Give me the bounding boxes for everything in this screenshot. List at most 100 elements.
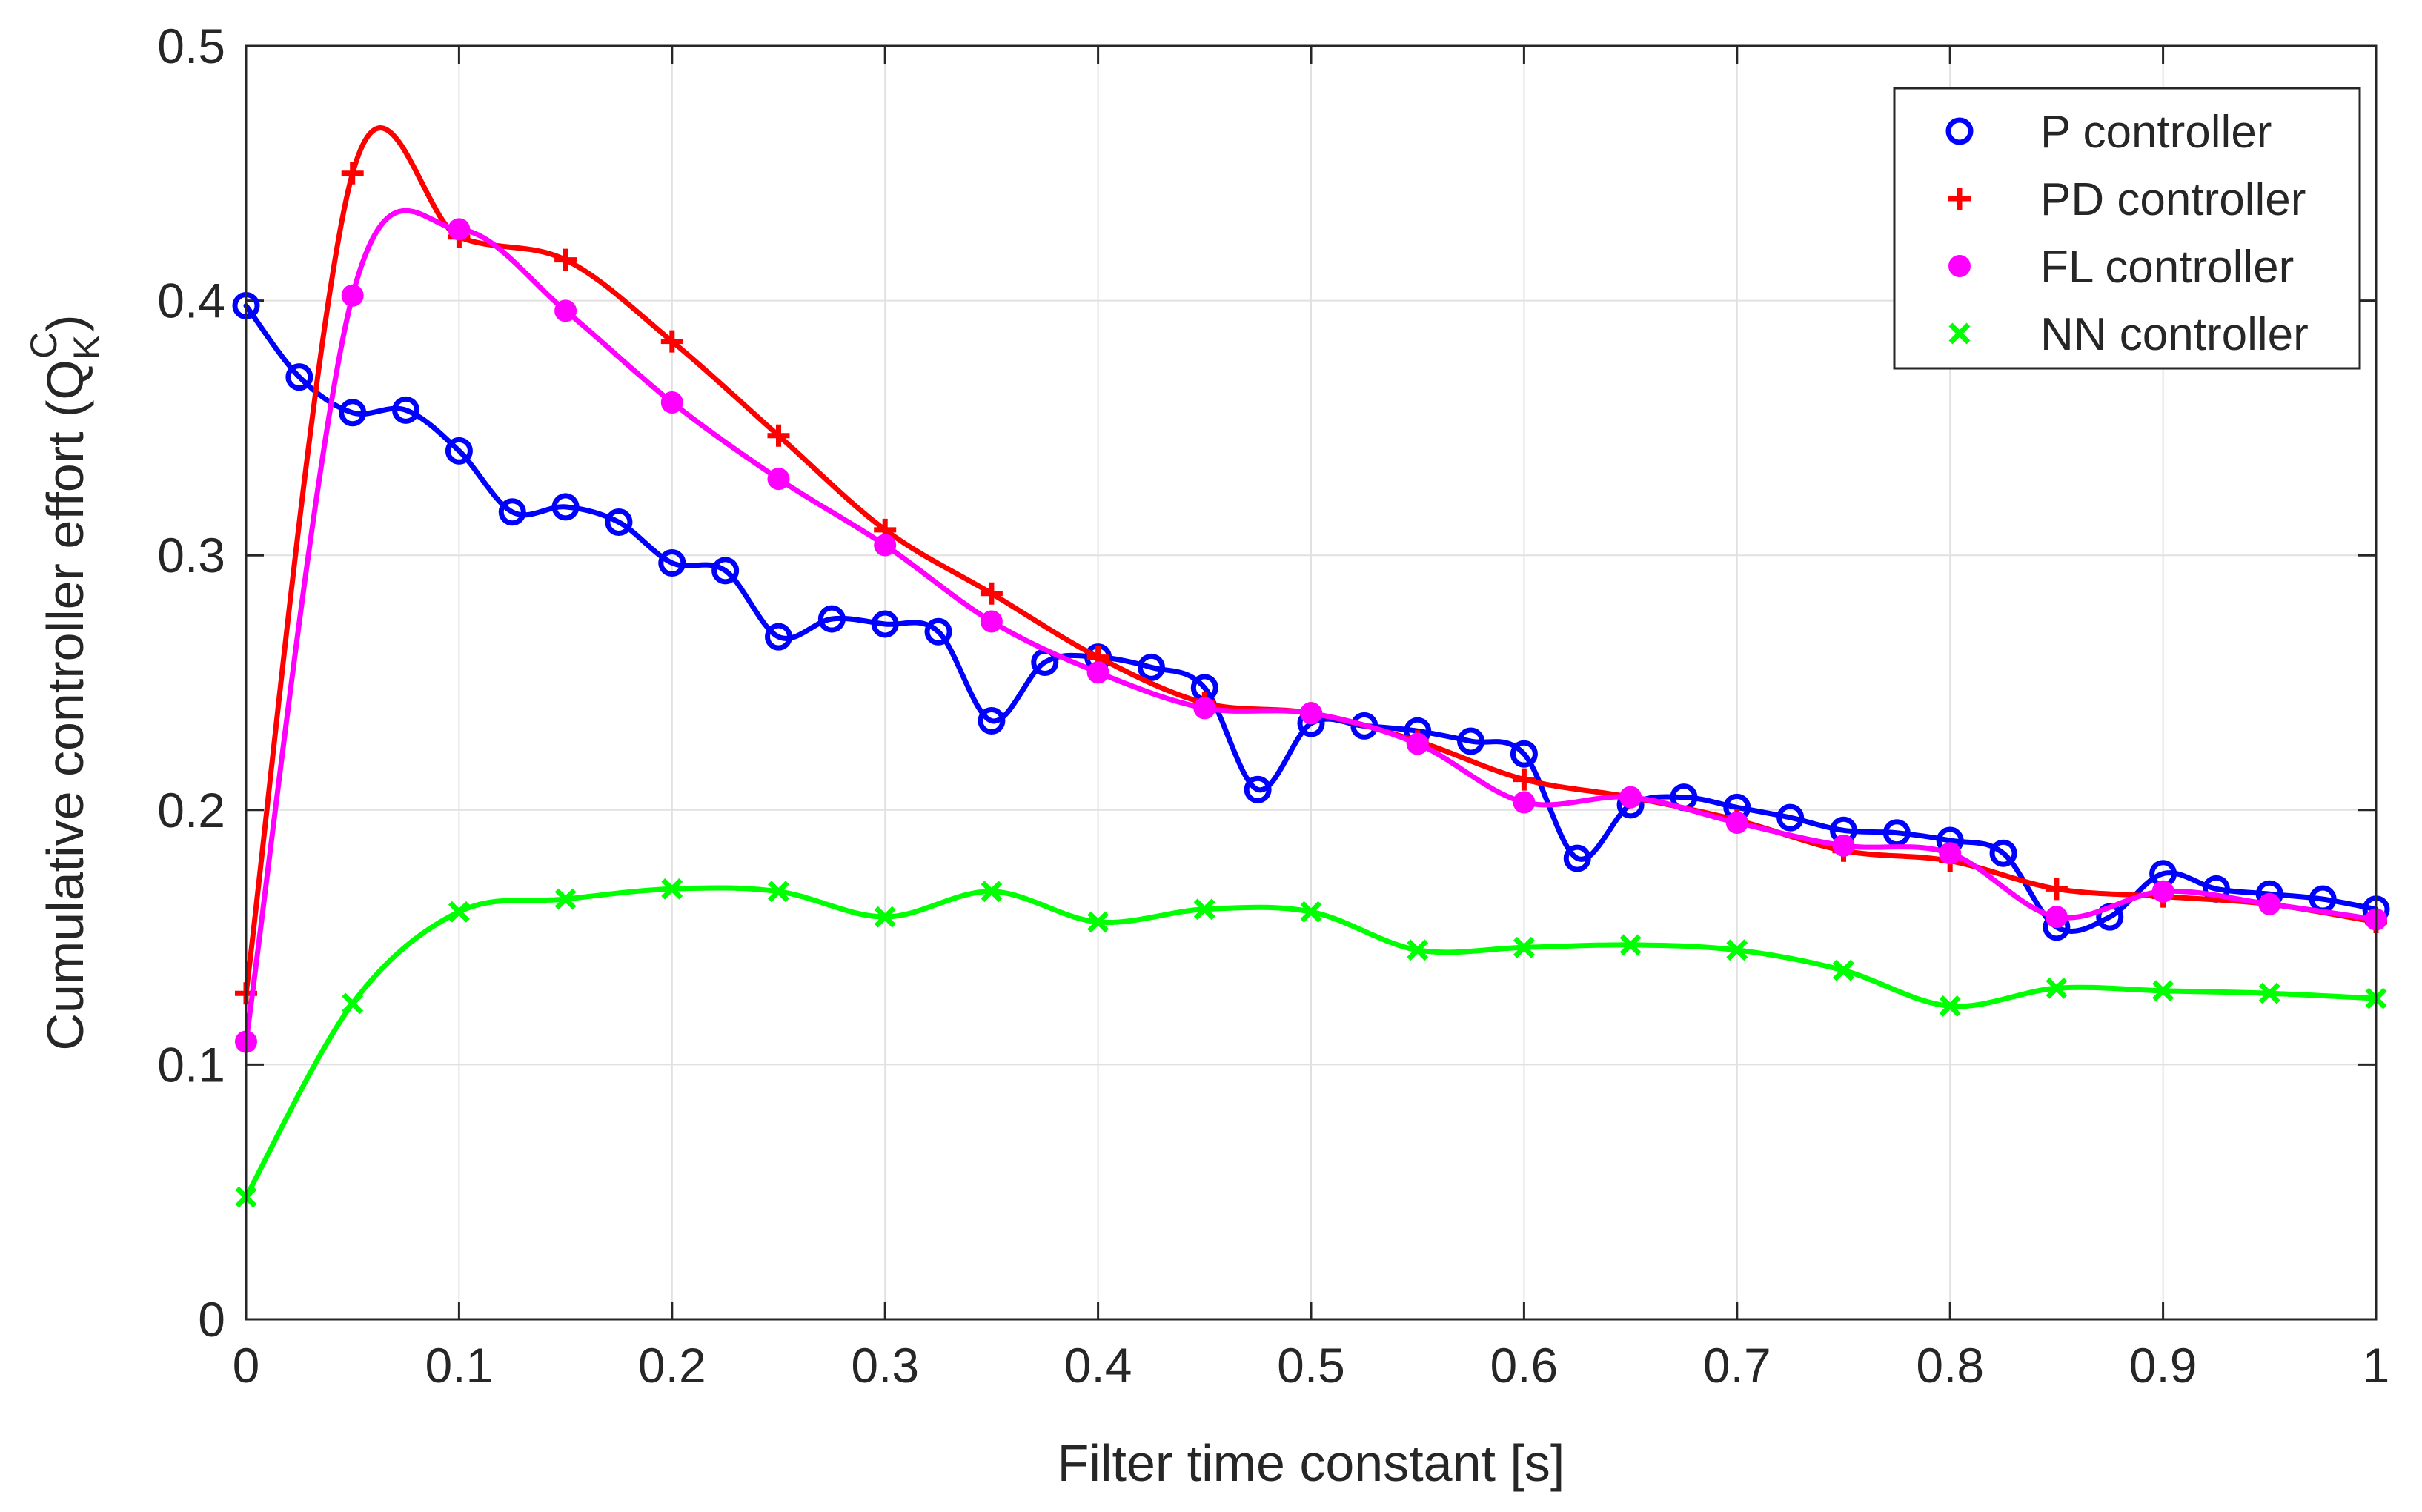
data-point-fl (1513, 791, 1536, 814)
data-point-fl (1619, 786, 1642, 809)
data-point-nn (1726, 939, 1748, 961)
legend-item-p: P controller (1945, 107, 2272, 158)
data-point-pd (341, 162, 364, 185)
legend-label-nn: NN controller (2040, 309, 2309, 360)
legend-item-nn: NN controller (1948, 309, 2309, 360)
legend-label-p: P controller (2040, 107, 2272, 158)
plot-frame (245, 44, 2378, 1321)
data-point-nn (1407, 939, 1429, 961)
data-point-p (765, 623, 792, 651)
tick-labels: 0 0.1 0.2 0.3 0.4 0.5 0.6 0.7 0.8 0.9 1 0 0.1 0.2 0.3 0… (157, 19, 2389, 1393)
series-fl (235, 208, 2387, 1053)
x-tick-label: 0 (233, 1338, 260, 1393)
data-point-nn (1087, 911, 1109, 933)
y-tick-label: 0.5 (157, 19, 225, 73)
data-point-fl (1086, 661, 1109, 684)
data-point-p (445, 437, 473, 465)
data-point-fl (980, 610, 1003, 633)
x-tick-label: 0.6 (1490, 1338, 1559, 1393)
data-point-nn (981, 881, 1003, 903)
data-point-p (605, 508, 633, 537)
data-point-p (978, 707, 1006, 735)
series-line-p (243, 303, 2379, 934)
series-p (232, 291, 2390, 941)
legend-marker-pd (1948, 188, 1971, 210)
y-tick-label: 0.2 (157, 783, 225, 838)
data-point-fl (1939, 842, 1962, 865)
y-axis-label: Cumulative controller effort (QKC) (23, 314, 107, 1050)
data-point-fl (767, 468, 790, 491)
data-point-nn (2258, 982, 2280, 1004)
data-point-pd (980, 582, 1003, 605)
data-point-fl (448, 218, 471, 241)
data-point-nn (874, 906, 896, 928)
x-axis-label: Filter time constant [s] (1058, 1434, 1565, 1492)
data-point-fl (660, 391, 683, 414)
data-point-p (658, 549, 686, 577)
data-point-nn (1619, 934, 1642, 956)
legend-marker-fl (1948, 255, 1971, 277)
y-axis-label-subscript: K (66, 335, 107, 359)
data-point-nn (554, 888, 577, 910)
legend-item-fl: FL controller (1948, 242, 2294, 293)
data-point-fl (2045, 906, 2068, 929)
x-tick-label: 0.2 (638, 1338, 706, 1393)
data-point-p (1882, 819, 1911, 847)
y-tick-label: 0.4 (157, 273, 225, 328)
legend-label-fl: FL controller (2040, 242, 2294, 293)
data-point-fl (874, 534, 897, 557)
data-point-p (1244, 775, 1272, 803)
data-point-nn (1300, 901, 1322, 923)
legend: P controller PD controller FL controller NN… (1893, 87, 2361, 370)
data-point-nn (1193, 898, 1215, 921)
data-point-p (711, 557, 740, 585)
y-axis-label-superscript: C (23, 332, 64, 359)
series-nn (235, 878, 2387, 1208)
x-tick-label: 0.4 (1064, 1338, 1132, 1393)
data-point-p (1137, 653, 1165, 681)
x-tick-label: 0.5 (1277, 1338, 1345, 1393)
y-axis-label-main: Cumulative controller effort (Q (36, 359, 94, 1050)
data-point-fl (1300, 702, 1322, 725)
data-point-p (871, 610, 899, 638)
data-point-nn (2152, 980, 2174, 1002)
data-point-fl (2258, 892, 2281, 915)
data-point-pd (660, 330, 683, 353)
legend-label-pd: PD controller (2040, 174, 2306, 225)
data-point-p (1989, 839, 2017, 867)
data-point-p (1457, 727, 1485, 755)
x-tick-label: 0.3 (851, 1338, 919, 1393)
data-point-nn (661, 878, 683, 900)
data-point-fl (1725, 811, 1748, 834)
data-point-p (924, 617, 952, 646)
x-tick-label: 1 (2363, 1338, 2390, 1393)
data-point-nn (342, 992, 364, 1015)
data-point-fl (554, 299, 577, 322)
data-point-fl (1193, 697, 1216, 720)
data-point-pd (767, 424, 790, 447)
y-tick-label: 0 (198, 1292, 225, 1347)
legend-item-pd: PD controller (1948, 174, 2306, 225)
data-point-p (551, 493, 580, 521)
data-point-pd (2045, 878, 2068, 901)
data-point-p (1776, 803, 1805, 832)
y-axis-label-end: ) (36, 314, 94, 331)
data-point-nn (1833, 959, 1854, 981)
data-point-nn (768, 881, 789, 903)
x-tick-label: 0.8 (1916, 1338, 1984, 1393)
data-point-p (817, 605, 846, 633)
legend-marker-nn (1948, 322, 1971, 345)
data-point-nn (2046, 977, 2068, 999)
data-point-fl (341, 284, 364, 307)
series-group (232, 125, 2390, 1208)
data-point-p (1563, 844, 1591, 872)
x-tick-label: 0.7 (1703, 1338, 1771, 1393)
data-point-p (1510, 740, 1538, 768)
data-point-nn (448, 901, 470, 923)
x-tick-label: 0.9 (2129, 1338, 2197, 1393)
x-tick-label: 0.1 (425, 1338, 494, 1393)
data-point-fl (2151, 880, 2174, 903)
data-point-p (285, 363, 313, 391)
data-point-p (498, 498, 526, 526)
